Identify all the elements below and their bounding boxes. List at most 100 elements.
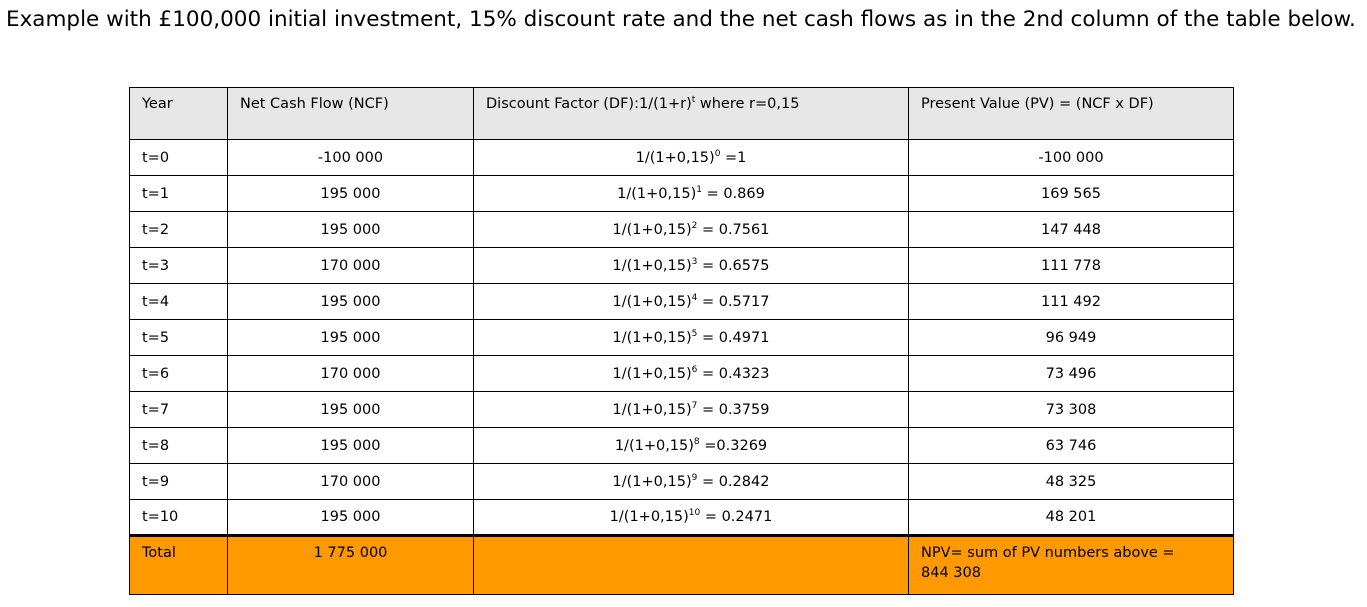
df-exponent: 5 — [691, 328, 698, 339]
discount-factor-cell: 1/(1+0,15)4 = 0.5717 — [473, 283, 909, 320]
df-result: = 0.2842 — [697, 473, 770, 490]
intro-paragraph: Example with £100,000 initial investment… — [6, 7, 1356, 32]
present-value-cell: 169 565 — [908, 175, 1234, 212]
df-exponent: 10 — [688, 508, 701, 519]
table-row: t=6 170 000 1/(1+0,15)6 = 0.4323 73 496 — [129, 355, 1234, 392]
df-result: = 0.7561 — [697, 221, 770, 238]
ncf-cell: 170 000 — [227, 247, 474, 284]
npv-value: 844 308 — [921, 565, 981, 581]
npv-result: NPV= sum of PV numbers above = 844 308 — [908, 534, 1234, 595]
table-row: t=3 170 000 1/(1+0,15)3 = 0.6575 111 778 — [129, 247, 1234, 284]
df-base: 1/(1+0,15) — [614, 437, 694, 454]
total-df — [473, 534, 909, 595]
ncf-cell: 170 000 — [227, 463, 474, 500]
table-row: t=1 195 000 1/(1+0,15)1 = 0.869 169 565 — [129, 175, 1234, 212]
df-base: 1/(1+0,15) — [612, 293, 692, 310]
discount-factor-cell: 1/(1+0,15)5 = 0.4971 — [473, 319, 909, 356]
df-exponent: 7 — [691, 400, 698, 411]
df-exponent: 0 — [714, 148, 721, 159]
df-result: = 0.3759 — [697, 401, 770, 418]
discount-factor-cell: 1/(1+0,15)3 = 0.6575 — [473, 247, 909, 284]
df-result: = 0.4971 — [697, 329, 770, 346]
header-df-suffix: where r=0,15 — [695, 96, 800, 112]
header-present-value: Present Value (PV) = (NCF x DF) — [908, 87, 1234, 140]
header-df-prefix: Discount Factor (DF):1/(1+r) — [486, 96, 692, 112]
df-result: = 0.2471 — [700, 509, 773, 525]
year-cell: t=6 — [129, 355, 228, 392]
present-value-cell: -100 000 — [908, 139, 1234, 176]
table-header-row: Year Net Cash Flow (NCF) Discount Factor… — [129, 87, 1234, 140]
total-ncf: 1 775 000 — [227, 534, 474, 595]
df-result: = 0.6575 — [697, 257, 770, 274]
discount-factor-cell: 1/(1+0,15)2 = 0.7561 — [473, 211, 909, 248]
header-ncf: Net Cash Flow (NCF) — [227, 87, 474, 140]
table-row: t=0 -100 000 1/(1+0,15)0 =1 -100 000 — [129, 139, 1234, 176]
df-exponent: 3 — [691, 256, 698, 267]
df-exponent: 4 — [691, 292, 698, 303]
discount-factor-cell: 1/(1+0,15)1 = 0.869 — [473, 175, 909, 212]
ncf-cell: 195 000 — [227, 319, 474, 356]
discount-factor-cell: 1/(1+0,15)0 =1 — [473, 139, 909, 176]
present-value-cell: 111 492 — [908, 283, 1234, 320]
ncf-cell: 195 000 — [227, 211, 474, 248]
table-row: t=8 195 000 1/(1+0,15)8 =0.3269 63 746 — [129, 427, 1234, 464]
ncf-cell: 195 000 — [227, 391, 474, 428]
df-result: = 0.5717 — [697, 293, 770, 310]
npv-label: NPV= sum of PV numbers above = — [921, 545, 1175, 561]
table-row: t=4 195 000 1/(1+0,15)4 = 0.5717 111 492 — [129, 283, 1234, 320]
df-exponent: 6 — [691, 364, 698, 375]
table-row: t=2 195 000 1/(1+0,15)2 = 0.7561 147 448 — [129, 211, 1234, 248]
table-row: t=7 195 000 1/(1+0,15)7 = 0.3759 73 308 — [129, 391, 1234, 428]
df-result: = 0.869 — [701, 185, 765, 202]
table-row: t=9 170 000 1/(1+0,15)9 = 0.2842 48 325 — [129, 463, 1234, 500]
year-cell: t=4 — [129, 283, 228, 320]
df-result: = 0.4323 — [697, 365, 770, 382]
ncf-cell: 195 000 — [227, 499, 474, 536]
year-cell: t=0 — [129, 139, 228, 176]
present-value-cell: 147 448 — [908, 211, 1234, 248]
header-discount-factor: Discount Factor (DF):1/(1+r)t where r=0,… — [473, 87, 909, 140]
present-value-cell: 96 949 — [908, 319, 1234, 356]
ncf-cell: 170 000 — [227, 355, 474, 392]
df-base: 1/(1+0,15) — [609, 509, 689, 525]
total-row: Total 1 775 000 NPV= sum of PV numbers a… — [129, 534, 1234, 595]
table-body: t=0 -100 000 1/(1+0,15)0 =1 -100 000 t=1 195 … — [129, 139, 1234, 536]
header-df-sup: t — [691, 95, 696, 106]
total-label: Total — [129, 534, 228, 595]
table-row: t=5 195 000 1/(1+0,15)5 = 0.4971 96 949 — [129, 319, 1234, 356]
df-result: =1 — [720, 149, 747, 166]
df-base: 1/(1+0,15) — [612, 221, 692, 238]
df-exponent: 9 — [691, 472, 698, 483]
df-exponent: 8 — [693, 436, 700, 447]
ncf-cell: 195 000 — [227, 175, 474, 212]
year-cell: t=1 — [129, 175, 228, 212]
df-result: =0.3269 — [699, 437, 768, 454]
df-exponent: 2 — [691, 220, 698, 231]
discount-factor-cell: 1/(1+0,15)7 = 0.3759 — [473, 391, 909, 428]
npv-table: Year Net Cash Flow (NCF) Discount Factor… — [129, 87, 1234, 595]
discount-factor-cell: 1/(1+0,15)6 = 0.4323 — [473, 355, 909, 392]
year-cell: t=9 — [129, 463, 228, 500]
ncf-cell: 195 000 — [227, 427, 474, 464]
year-cell: t=5 — [129, 319, 228, 356]
header-year: Year — [129, 87, 228, 140]
present-value-cell: 48 325 — [908, 463, 1234, 500]
df-base: 1/(1+0,15) — [612, 401, 692, 418]
discount-factor-cell: 1/(1+0,15)10 = 0.2471 — [473, 499, 909, 536]
df-base: 1/(1+0,15) — [612, 257, 692, 274]
present-value-cell: 63 746 — [908, 427, 1234, 464]
discount-factor-cell: 1/(1+0,15)8 =0.3269 — [473, 427, 909, 464]
ncf-cell: -100 000 — [227, 139, 474, 176]
df-base: 1/(1+0,15) — [612, 473, 692, 490]
present-value-cell: 111 778 — [908, 247, 1234, 284]
discount-factor-cell: 1/(1+0,15)9 = 0.2842 — [473, 463, 909, 500]
ncf-cell: 195 000 — [227, 283, 474, 320]
df-exponent: 1 — [696, 184, 702, 195]
year-cell: t=3 — [129, 247, 228, 284]
df-base: 1/(1+0,15) — [612, 329, 692, 346]
year-cell: t=2 — [129, 211, 228, 248]
present-value-cell: 73 308 — [908, 391, 1234, 428]
table-row: t=10 195 000 1/(1+0,15)10 = 0.2471 48 201 — [129, 499, 1234, 536]
df-base: 1/(1+0,15) — [617, 185, 697, 202]
present-value-cell: 73 496 — [908, 355, 1234, 392]
